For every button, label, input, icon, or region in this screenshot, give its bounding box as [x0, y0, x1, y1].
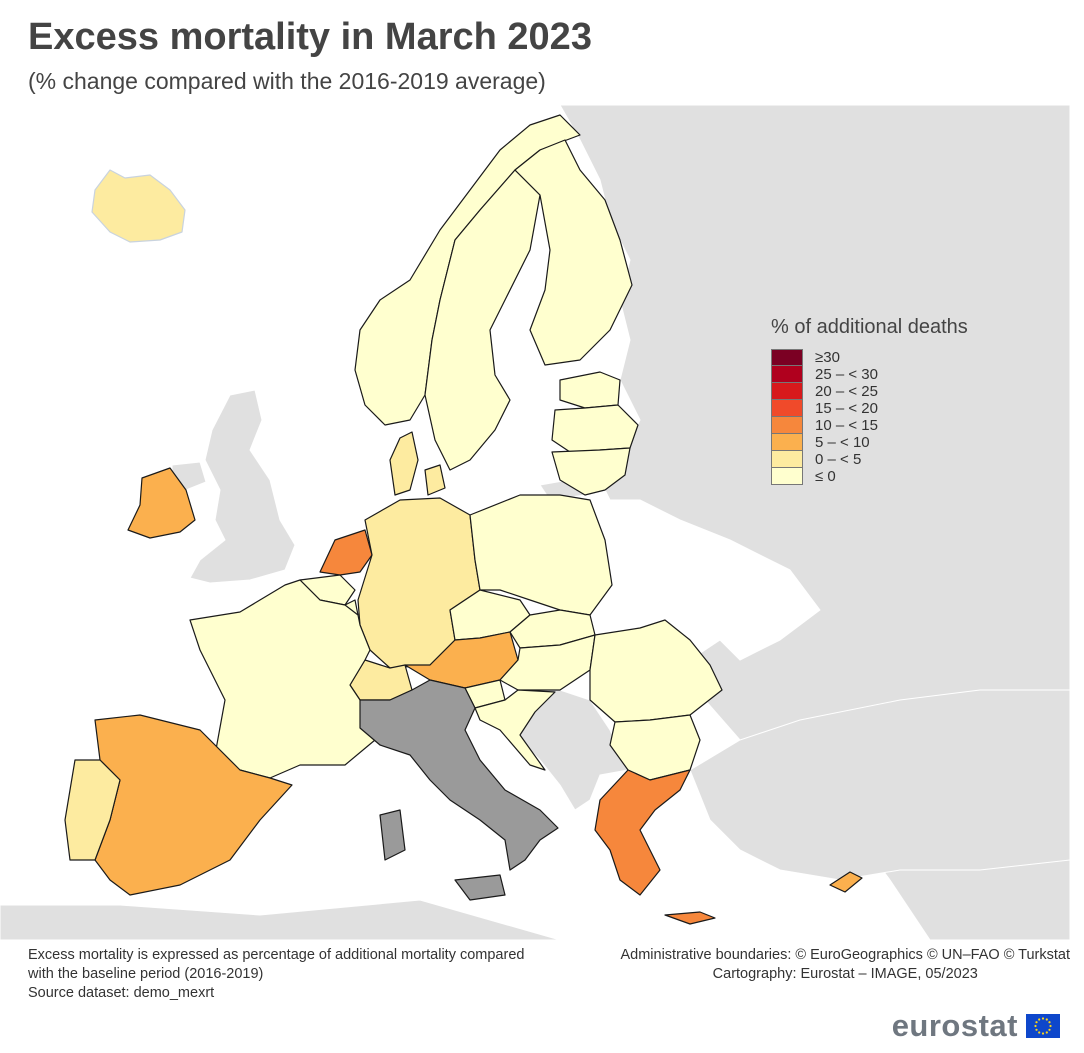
legend-swatch [771, 349, 803, 366]
legend-item: 5 – < 10 [771, 434, 968, 451]
legend-item: 10 – < 15 [771, 417, 968, 434]
legend-swatch [771, 434, 803, 451]
cartography-credit: Cartography: Eurostat – IMAGE, 05/2023 [712, 966, 978, 982]
legend-label: 5 – < 10 [815, 434, 870, 451]
boundaries-credit: Administrative boundaries: © EuroGeograp… [620, 947, 1070, 963]
legend-items: ≥30 25 – < 30 20 – < 25 15 – < 20 10 – < 15 5… [771, 349, 968, 485]
country-cyprus [829, 871, 863, 893]
legend-title: % of additional deaths [771, 316, 968, 338]
legend-item: 0 – < 5 [771, 451, 968, 468]
legend-label: 10 – < 15 [815, 417, 878, 434]
country-lithuania [551, 447, 631, 496]
country-finland [514, 139, 633, 366]
non-eu-land [0, 105, 1070, 940]
country-romania [589, 619, 723, 723]
legend-label: 15 – < 20 [815, 400, 878, 417]
country-latvia [551, 404, 639, 453]
legend-item: 15 – < 20 [771, 400, 968, 417]
credits: Administrative boundaries: © EuroGeograp… [620, 946, 1070, 984]
country-iceland [91, 169, 186, 243]
legend-label: ≤ 0 [815, 468, 836, 485]
country-netherlands [319, 529, 373, 576]
legend-label: 25 – < 30 [815, 366, 878, 383]
source-dataset: Source dataset: demo_mexrt [28, 985, 215, 1001]
legend-label: 20 – < 25 [815, 383, 878, 400]
brand-name: eurostat [891, 1008, 1018, 1043]
legend-label: ≥30 [815, 349, 840, 366]
map-subtitle: (% change compared with the 2016-2019 av… [28, 68, 546, 94]
eu-flag-icon [1026, 1014, 1060, 1038]
country-sweden [424, 169, 541, 471]
footnote: Excess mortality is expressed as percent… [28, 946, 524, 1003]
eurostat-logo: eurostat [892, 1008, 1060, 1044]
legend-item: ≤ 0 [771, 468, 968, 485]
legend-swatch [771, 366, 803, 383]
map-title: Excess mortality in March 2023 [28, 16, 592, 58]
legend-swatch [771, 417, 803, 434]
legend-item: ≥30 [771, 349, 968, 366]
country-denmark [389, 431, 446, 496]
legend-swatch [771, 468, 803, 485]
legend-item: 20 – < 25 [771, 383, 968, 400]
legend-swatch [771, 383, 803, 400]
country-portugal [64, 759, 121, 861]
footnote-line-1: Excess mortality is expressed as percent… [28, 947, 525, 963]
country-italy [359, 679, 559, 901]
country-ireland [127, 467, 196, 539]
country-croatia [474, 689, 556, 771]
legend-label: 0 – < 5 [815, 451, 862, 468]
legend-swatch [771, 451, 803, 468]
countries [64, 114, 863, 925]
legend-swatch [771, 400, 803, 417]
country-greece [594, 769, 716, 925]
legend: % of additional deaths ≥30 25 – < 30 20 – … [771, 316, 968, 485]
country-estonia [559, 371, 621, 409]
footnote-line-2: with the baseline period (2016-2019) [28, 966, 264, 982]
legend-item: 25 – < 30 [771, 366, 968, 383]
